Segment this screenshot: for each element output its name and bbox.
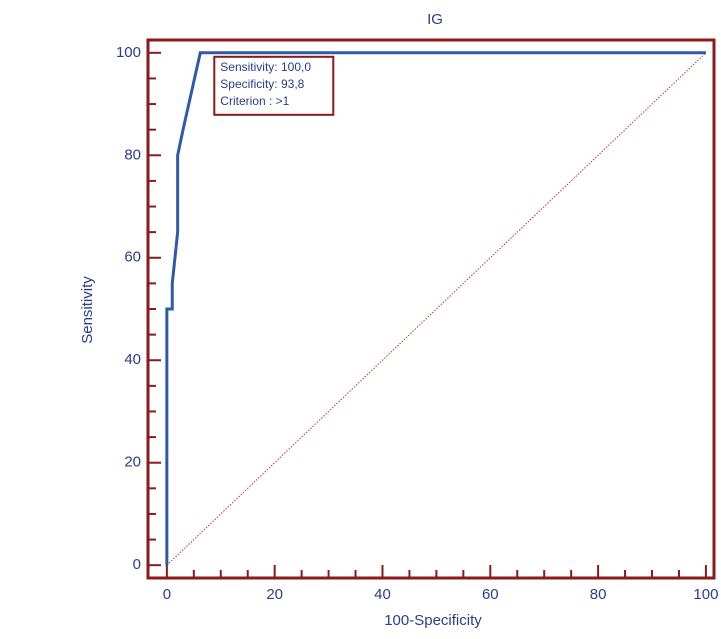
y-tick-label: 100	[116, 44, 141, 61]
y-tick-label: 0	[133, 556, 141, 573]
x-tick-label: 20	[266, 586, 283, 603]
reference-line	[167, 53, 706, 565]
tooltip-line: Specificity: 93,8	[220, 77, 304, 91]
y-tick-label: 60	[124, 249, 141, 266]
chart-title: IG	[427, 11, 443, 28]
x-tick-label: 100	[693, 586, 718, 603]
y-tick-label: 20	[124, 454, 141, 471]
y-tick-label: 80	[124, 146, 141, 163]
chart: IG 100-Specificity Sensitivity 0 20 40 60 80…	[0, 0, 721, 634]
x-axis-label: 100-Specificity	[384, 612, 482, 629]
x-tick-label: 0	[163, 586, 171, 603]
tooltip-line: Sensitivity: 100,0	[220, 60, 311, 74]
tooltip-line: Criterion : >1	[220, 94, 289, 108]
y-tick-label: 40	[124, 351, 141, 368]
page: IG 100-Specificity Sensitivity 0 20 40 60 80…	[0, 0, 721, 639]
y-axis-label: Sensitivity	[79, 276, 96, 344]
plot-frame	[148, 40, 714, 578]
x-tick-label: 40	[374, 586, 391, 603]
x-tick-label: 80	[590, 586, 607, 603]
x-tick-label: 60	[482, 586, 499, 603]
